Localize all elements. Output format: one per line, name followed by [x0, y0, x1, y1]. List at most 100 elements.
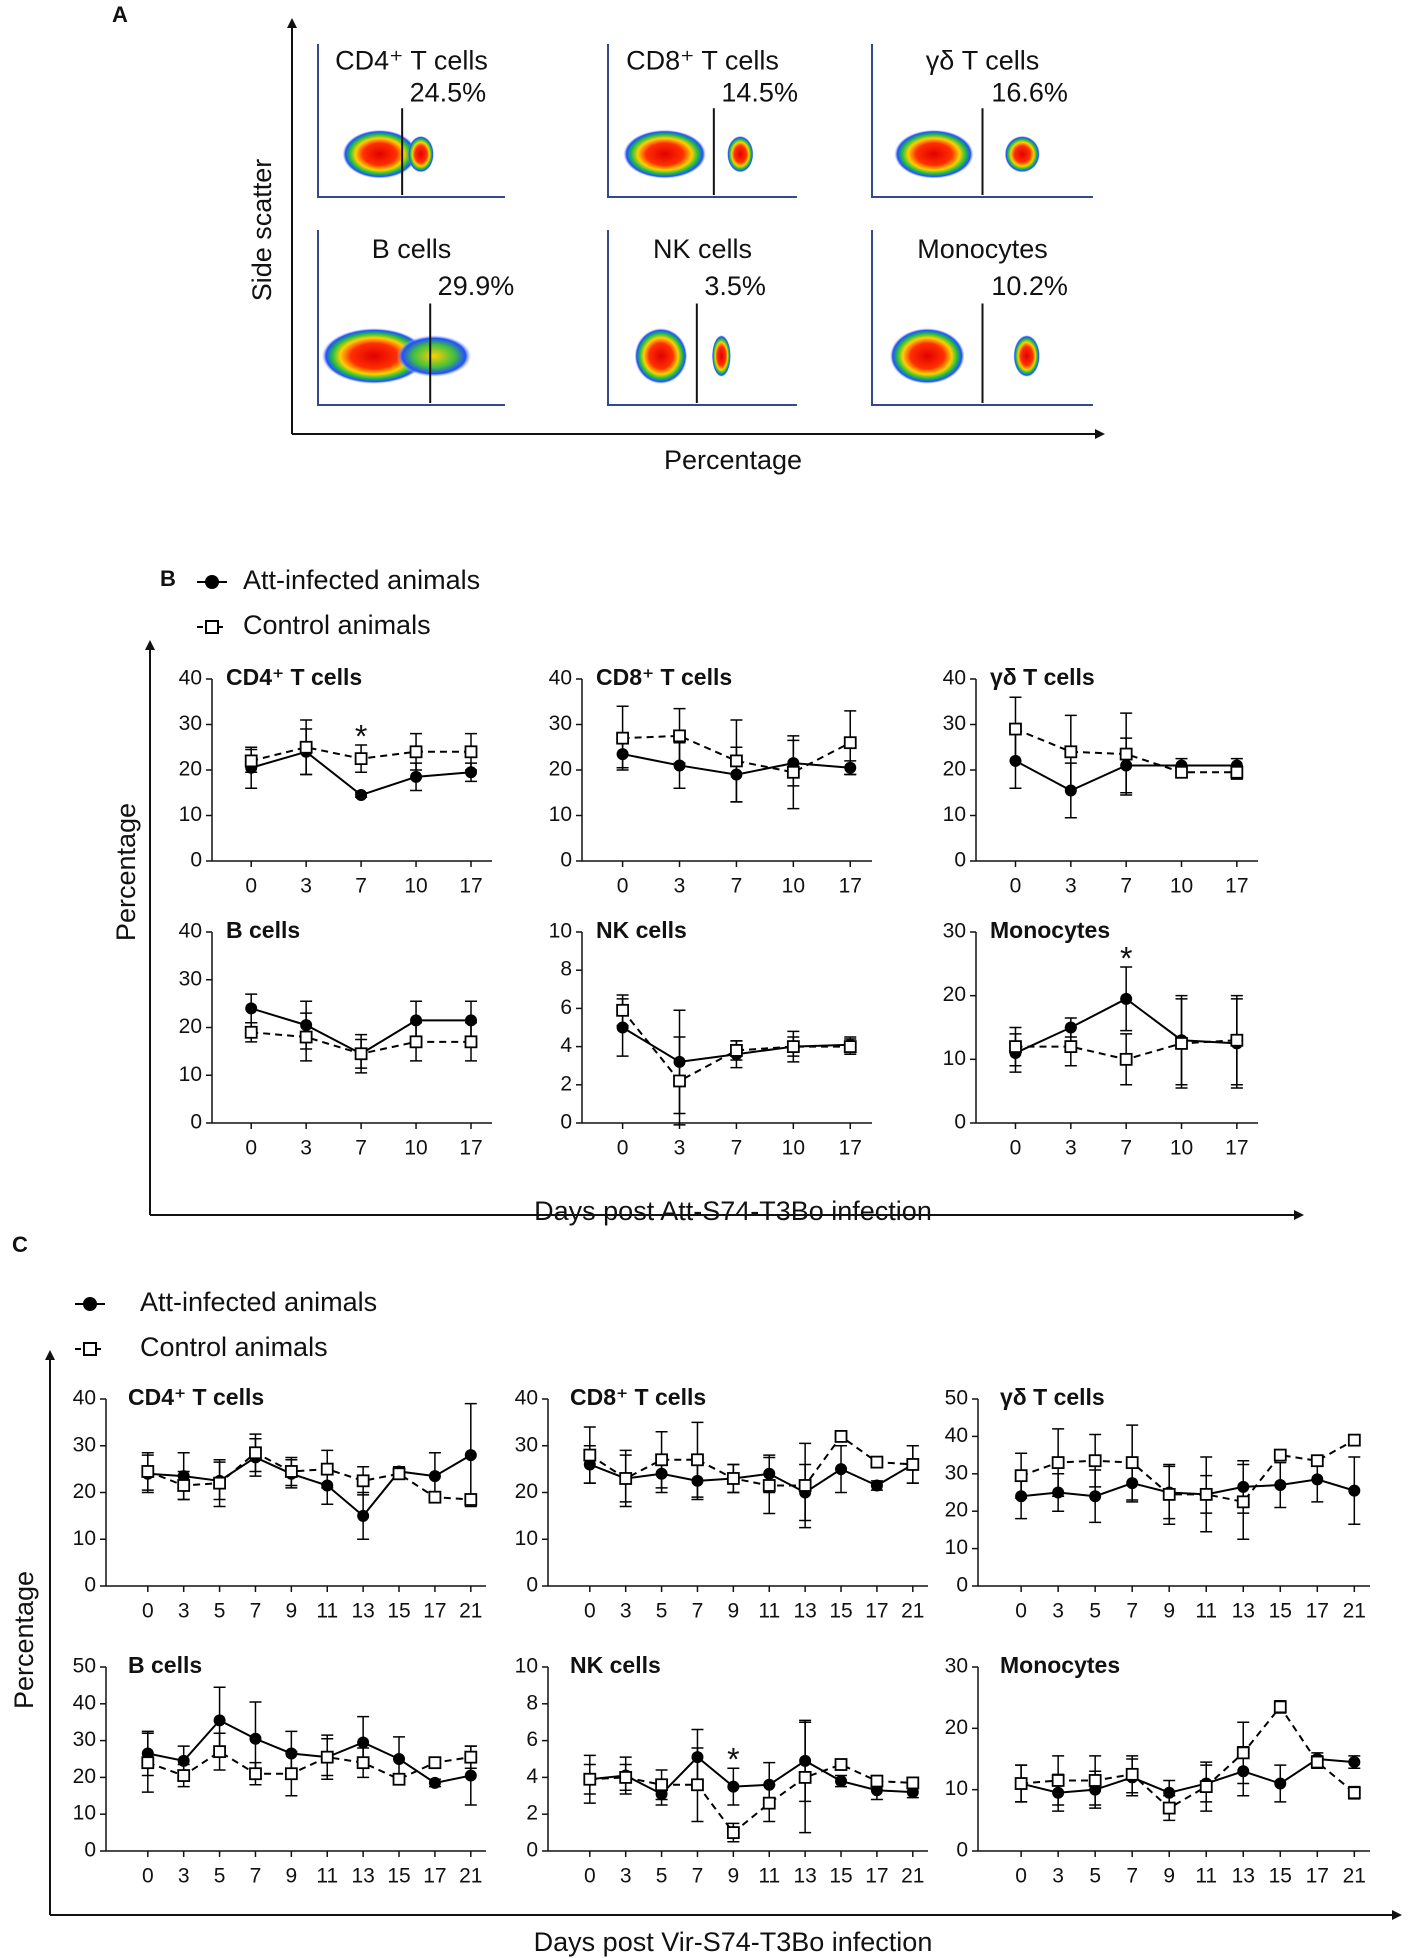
y-tick-label: 30	[515, 1433, 538, 1456]
x-tick-label: 15	[829, 1600, 852, 1623]
data-point	[763, 1467, 776, 1480]
data-point	[655, 1467, 668, 1480]
y-tick-label: 10	[179, 1063, 202, 1086]
x-tick-label: 17	[839, 875, 862, 898]
data-point	[1088, 1774, 1102, 1787]
data-point	[835, 1463, 848, 1476]
data-point	[428, 1756, 442, 1770]
data-point	[1120, 992, 1133, 1005]
data-point	[1163, 1786, 1176, 1799]
series-line	[589, 1763, 913, 1835]
x-tick-label: 10	[1170, 875, 1193, 898]
y-tick-label: 0	[84, 1574, 96, 1597]
series-line	[1015, 728, 1237, 774]
data-point	[619, 1472, 633, 1485]
x-tick-label: 0	[142, 1865, 154, 1888]
x-tick-label: 21	[459, 1865, 482, 1888]
series-line	[147, 1454, 472, 1518]
panel-label: B	[160, 566, 176, 591]
data-point	[177, 1769, 191, 1782]
cell-population	[1004, 135, 1040, 173]
data-point	[906, 1776, 920, 1790]
data-point	[1051, 1456, 1065, 1469]
x-tick-label: 7	[355, 875, 367, 898]
data-point	[410, 1014, 423, 1027]
series-line	[147, 1750, 471, 1781]
data-point	[356, 1756, 370, 1770]
data-point	[583, 1448, 597, 1462]
x-tick-label: 17	[423, 1600, 446, 1623]
data-point	[299, 740, 313, 754]
x-tick-label: 7	[731, 875, 743, 898]
data-point	[464, 1449, 477, 1462]
series-line	[147, 1451, 471, 1501]
panel-label: C	[12, 1232, 28, 1257]
series-line	[1021, 1705, 1355, 1810]
cell-population	[894, 129, 974, 179]
x-tick-label: 17	[1225, 1137, 1248, 1160]
data-point	[1237, 1765, 1250, 1778]
x-tick-label: 7	[1120, 1137, 1132, 1160]
y-tick-label: 20	[945, 1499, 968, 1522]
y-tick-label: 2	[560, 1072, 572, 1095]
data-point	[464, 1750, 478, 1764]
data-point	[464, 1493, 478, 1506]
cell-population	[727, 135, 754, 173]
data-point	[1273, 1448, 1287, 1462]
percent-label: 3.5%	[704, 271, 766, 301]
chart-title: CD8⁺ T cells	[570, 1384, 706, 1410]
data-point	[799, 1754, 812, 1767]
data-point	[428, 1490, 442, 1504]
y-tick-label: 0	[954, 849, 966, 872]
data-point	[1051, 1774, 1065, 1787]
chart-title: CD8⁺ T cells	[596, 664, 732, 690]
y-tick-label: 30	[73, 1433, 96, 1456]
data-point	[870, 1455, 884, 1469]
data-point	[1119, 1052, 1133, 1066]
chart-title: NK cells	[596, 917, 687, 943]
y-tick-label: 20	[943, 758, 966, 781]
x-tick-label: 5	[656, 1865, 668, 1888]
data-point	[141, 1756, 155, 1770]
data-point	[616, 748, 629, 761]
data-point	[1274, 1479, 1287, 1492]
data-point	[410, 770, 423, 783]
data-point	[355, 789, 368, 802]
legend-marker	[205, 620, 219, 634]
data-point	[906, 1458, 920, 1471]
x-tick-label: 11	[1195, 1600, 1217, 1623]
cell-population	[634, 328, 688, 384]
data-point	[464, 745, 478, 759]
data-point	[213, 1745, 226, 1759]
data-point	[1064, 1021, 1077, 1034]
series-line	[1020, 1757, 1355, 1794]
data-point	[213, 1714, 226, 1727]
data-point	[1064, 784, 1077, 797]
y-tick-label: 10	[515, 1527, 538, 1550]
x-tick-label: 0	[584, 1865, 596, 1888]
data-point	[392, 1772, 406, 1786]
y-tick-label: 30	[73, 1728, 96, 1751]
plot-frame	[607, 44, 797, 198]
x-tick-label: 13	[1232, 1600, 1255, 1623]
x-tick-label: 5	[214, 1865, 226, 1888]
data-point	[1175, 1037, 1188, 1050]
x-tick-label: 17	[459, 875, 482, 898]
data-point	[673, 1074, 686, 1088]
x-tick-label: 11	[316, 1865, 338, 1888]
cell-population	[1013, 335, 1040, 377]
legend-marker	[83, 1342, 97, 1356]
x-tick-label: 3	[178, 1600, 190, 1623]
plot-title: NK cells	[653, 234, 752, 264]
data-point	[428, 1776, 441, 1789]
data-point	[1009, 1040, 1022, 1053]
x-tick-label: 15	[1269, 1600, 1292, 1623]
x-tick-label: 3	[1065, 875, 1077, 898]
data-point	[1348, 1756, 1361, 1769]
x-tick-label: 21	[1343, 1600, 1366, 1623]
x-tick-label: 3	[674, 875, 686, 898]
data-point	[1237, 1480, 1250, 1493]
data-point	[1310, 1755, 1324, 1769]
y-tick-label: 20	[549, 758, 572, 781]
x-tick-label: 13	[793, 1865, 816, 1888]
